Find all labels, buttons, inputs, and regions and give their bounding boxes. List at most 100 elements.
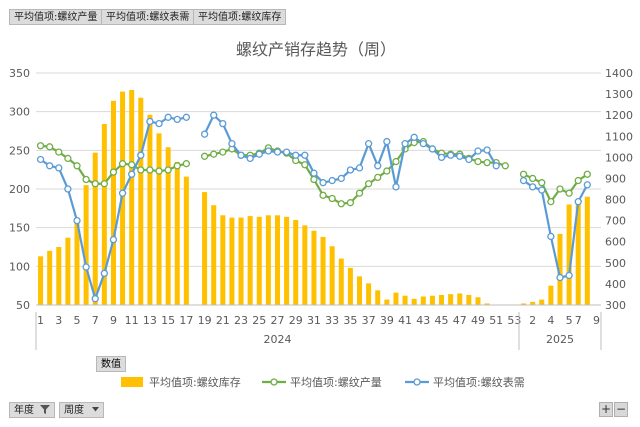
inventory-bar — [439, 294, 445, 305]
series-marker — [282, 148, 291, 156]
right-axis-tick-label: 1400 — [605, 67, 633, 80]
series-marker — [292, 151, 300, 159]
series-marker — [310, 169, 318, 177]
series-marker — [337, 174, 345, 183]
series-marker — [64, 154, 72, 163]
x-tick-label: 23 — [234, 314, 248, 327]
x-tick-label: 13 — [143, 314, 157, 327]
series-marker — [364, 180, 373, 188]
left-axis-tick-label: 100 — [9, 260, 30, 273]
series-marker — [519, 170, 528, 178]
series-marker — [556, 273, 564, 282]
series-marker — [410, 133, 418, 141]
inventory-bar — [256, 216, 262, 305]
x-tick-label: 31 — [307, 314, 321, 327]
series-marker — [109, 168, 118, 176]
inventory-bar — [329, 246, 335, 305]
series-marker — [364, 140, 373, 148]
series-marker — [337, 200, 345, 208]
series-marker — [36, 142, 45, 150]
right-axis-tick-label: 800 — [605, 194, 626, 207]
inventory-bar — [156, 133, 162, 305]
series-marker — [82, 175, 90, 184]
series-marker — [155, 167, 163, 175]
inventory-bar — [311, 230, 317, 305]
series-marker — [319, 191, 327, 199]
right-axis-tick-label: 1100 — [605, 130, 633, 143]
collapse-field-button[interactable]: − — [614, 402, 628, 417]
x-tick-label: 9 — [593, 314, 600, 327]
chart-title: 螺纹产销存趋势（周） — [236, 40, 396, 59]
expand-field-button[interactable]: + — [599, 402, 613, 417]
series-marker — [73, 162, 81, 170]
x-tick-label: 27 — [270, 314, 284, 327]
series-marker — [155, 119, 163, 128]
inventory-bar — [293, 219, 299, 305]
series-line — [203, 113, 498, 188]
series-marker — [401, 140, 409, 148]
field-button-inventory[interactable]: 平均值项:螺纹库存 — [193, 9, 287, 25]
series-marker — [46, 143, 54, 151]
series-marker — [219, 119, 227, 128]
week-filter-button[interactable]: 周度 — [59, 402, 105, 418]
values-field-button[interactable]: 数值 — [96, 356, 126, 372]
series-marker — [128, 170, 136, 178]
filter-funnel-icon — [40, 403, 51, 418]
series-marker — [210, 150, 218, 158]
inventory-bar — [384, 299, 390, 305]
series-marker — [346, 166, 355, 174]
inventory-bar — [56, 247, 62, 305]
x-tick-label: 5 — [566, 314, 573, 327]
inventory-bar — [475, 297, 481, 305]
series-marker — [565, 271, 573, 280]
series-marker — [465, 155, 473, 164]
x-tick-label: 1 — [37, 314, 44, 327]
inventory-bar — [357, 276, 363, 305]
chevron-down-icon — [92, 403, 100, 418]
right-axis-tick-label: 500 — [605, 257, 626, 270]
inventory-bar — [466, 294, 472, 305]
x-tick-label: 39 — [380, 314, 394, 327]
legend-label: 平均值项:螺纹库存 — [149, 375, 241, 389]
inventory-bar — [411, 298, 417, 305]
series-marker — [419, 140, 427, 148]
series-marker — [55, 164, 63, 172]
x-tick-label: 51 — [489, 314, 503, 327]
inventory-bar — [247, 216, 253, 305]
right-axis-tick-label: 1200 — [605, 109, 633, 122]
series-marker — [210, 111, 218, 119]
left-axis-tick-label: 300 — [9, 106, 30, 119]
legend-marker — [270, 378, 278, 386]
series-marker — [538, 179, 546, 187]
inventory-bar — [138, 97, 144, 305]
series-marker — [100, 269, 108, 278]
series-marker — [246, 154, 254, 163]
x-tick-label: 2 — [529, 314, 536, 327]
series-marker — [583, 181, 591, 189]
inventory-bar — [74, 218, 80, 305]
series-marker — [301, 161, 309, 169]
inventory-bar — [165, 147, 171, 305]
series-marker — [383, 137, 391, 146]
year-filter-button[interactable]: 年度 — [9, 402, 56, 418]
x-tick-label: 53 — [507, 314, 521, 327]
inventory-bar — [457, 293, 463, 305]
inventory-bar — [202, 192, 208, 305]
series-marker — [574, 176, 582, 185]
x-tick-label: 33 — [325, 314, 339, 327]
series-marker — [64, 185, 72, 193]
series-marker — [547, 232, 555, 241]
series-marker — [118, 160, 127, 168]
right-axis-tick-label: 1300 — [605, 88, 633, 101]
x-tick-label: 19 — [198, 314, 212, 327]
series-marker — [583, 170, 591, 178]
series-marker — [355, 189, 364, 197]
x-tick-label: 15 — [161, 314, 175, 327]
x-tick-label: 49 — [471, 314, 485, 327]
x-tick-label: 5 — [74, 314, 81, 327]
series-marker — [91, 180, 99, 188]
series-marker — [565, 189, 573, 197]
series-marker — [519, 176, 528, 185]
inventory-bar — [429, 295, 435, 305]
